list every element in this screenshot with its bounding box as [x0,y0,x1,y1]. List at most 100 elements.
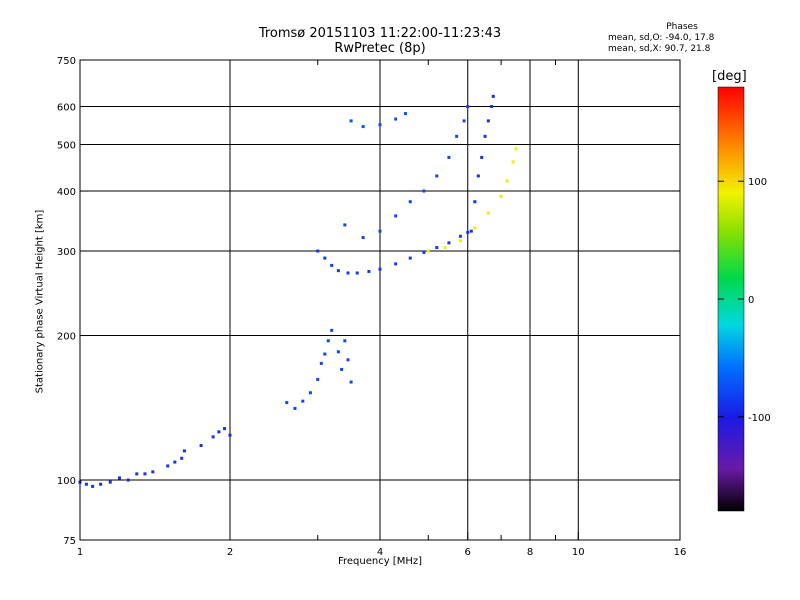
scatter-point [490,105,494,109]
scatter-point [173,460,177,464]
scatter-point [316,377,320,381]
scatter-point [336,269,340,273]
y-tick-label: 750 [57,56,76,67]
scatter-point [486,119,490,123]
scatter-point [228,433,232,437]
scatter-point [323,352,327,356]
colorbar-tick-label: -100 [748,413,771,424]
scatter-point [491,94,495,98]
scatter-point [84,482,88,486]
scatter-point [293,406,297,410]
scatter-point [301,399,305,403]
scatter-point [349,119,353,123]
scatter-point [361,236,365,240]
scatter-point [435,246,439,250]
scatter-point [473,226,477,230]
scatter-point [499,194,503,198]
scatter-point [367,269,371,273]
grid-lines [80,60,680,540]
scatter-point [126,478,130,482]
colorbar-tick-label: 0 [748,295,754,306]
scatter-point [422,189,426,193]
scatter-point [378,267,382,271]
scatter-point [476,174,480,178]
y-tick-label: 400 [57,187,76,198]
x-tick-label: 4 [377,547,383,558]
scatter-point [447,241,451,245]
scatter-point [511,160,515,164]
colorbar-unit: [deg] [712,69,747,84]
scatter-point [330,328,334,332]
scatter-point [458,234,462,238]
scatter-point [378,123,382,127]
x-axis-label: Frequency [MHz] [337,556,423,567]
x-tick-label: 2 [227,547,233,558]
scatter-point [443,246,447,250]
y-tick-label: 300 [57,247,76,258]
scatter-point [91,484,95,488]
scatter-point [378,229,382,233]
phase-o-stats: mean, sd,O: -94.0, 17.8 [608,33,715,43]
scatter-point [403,112,407,116]
y-axis-label: Stationary phase Virtual Height [km] [34,209,46,394]
scatter-point [473,200,477,204]
scatter-point [108,480,112,484]
scatter-point [426,249,430,253]
chart-subtitle: RwPretec (8p) [334,41,426,56]
x-tick-label: 8 [527,547,533,558]
y-tick-label: 75 [63,536,76,547]
scatter-point [330,263,334,267]
scatter-point [394,262,398,266]
scatter-point [462,119,466,123]
scatter-point [319,361,323,365]
scatter-point [447,155,451,159]
y-tick-label: 500 [57,141,76,152]
scatter-point [326,339,330,343]
y-tick-label: 100 [57,476,76,487]
scatter-point [394,117,398,121]
scatter-point [480,155,484,159]
phases-heading: Phases [666,22,698,32]
scatter-point [336,350,340,354]
scatter-point [166,464,170,468]
x-tick-label: 6 [465,547,471,558]
scatter-points [78,94,518,488]
scatter-point [323,256,327,260]
scatter-point [355,271,359,275]
scatter-point [349,380,353,384]
scatter-point [199,444,203,448]
scatter-point [99,482,103,486]
scatter-point [466,230,470,234]
colorbar-tick-label: 100 [748,177,767,188]
scatter-point [408,200,412,204]
colorbar-ticks: 100 0 -100 [718,177,771,424]
scatter-point [143,472,147,476]
scatter-point [211,435,215,439]
scatter-point [343,339,347,343]
scatter-point [340,367,344,371]
scatter-point [316,249,320,253]
scatter-point [217,430,221,434]
scatter-point [469,229,473,233]
scatter-point [458,239,462,243]
scatter-point [455,134,459,138]
phase-x-stats: mean, sd,X: 90.7, 21.8 [608,44,711,54]
chart-title: Tromsø 20151103 11:22:00-11:23:43 [258,26,502,41]
scatter-point [346,358,350,362]
scatter-point [466,105,470,109]
x-tick-label: 1 [77,547,83,558]
scatter-point [343,223,347,227]
scatter-point [180,456,184,460]
scatter-point [346,271,350,275]
scatter-point [435,174,439,178]
x-tick-label: 16 [674,547,687,558]
y-tick-label: 600 [57,103,76,114]
scatter-point [486,211,490,215]
scatter-point [285,401,289,405]
scatter-point [117,476,121,480]
scatter-point [514,147,518,151]
scatter-point [422,250,426,254]
scatter-point [394,214,398,218]
scatter-point [135,472,139,476]
scatter-point [223,427,227,431]
